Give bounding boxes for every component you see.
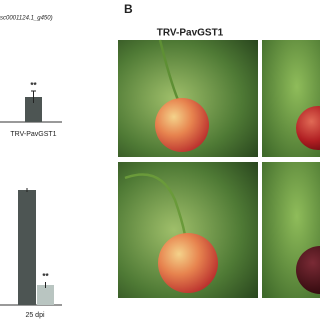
bar (18, 190, 36, 305)
panel-label: B (124, 2, 133, 16)
significance: ** (42, 272, 49, 281)
photo-grid (118, 39, 320, 298)
cherry (155, 98, 209, 152)
stem (158, 39, 180, 101)
cherry (296, 106, 320, 150)
bar (25, 97, 42, 122)
x-label: TRV-PavGST1 (10, 131, 56, 138)
chart-bottom: ** 25 dpi (0, 188, 62, 319)
stem (124, 173, 187, 236)
cherry (296, 246, 320, 294)
photo-column-label: TRV-PavGST1 (157, 28, 224, 39)
gene-id: sc0001124.1_g450) (0, 16, 53, 22)
significance: ** (30, 81, 37, 90)
chart-top: ** TRV-PavGST1 (0, 81, 62, 138)
bar (37, 285, 54, 305)
x-label: 25 dpi (25, 312, 45, 319)
cherry (158, 233, 218, 293)
